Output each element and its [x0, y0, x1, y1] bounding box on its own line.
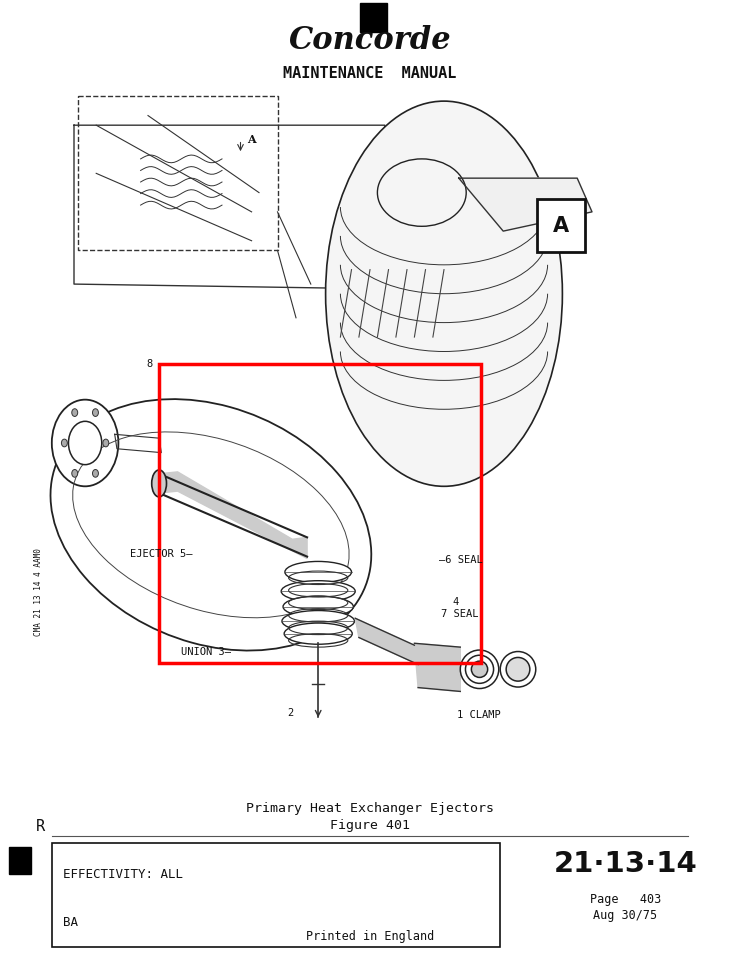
- Ellipse shape: [61, 439, 67, 447]
- Ellipse shape: [69, 421, 102, 465]
- Polygon shape: [115, 434, 161, 453]
- Polygon shape: [414, 643, 460, 691]
- Ellipse shape: [92, 408, 98, 416]
- Bar: [9, 847, 31, 874]
- Bar: [52, 843, 500, 947]
- Text: EFFECTIVITY: ALL: EFFECTIVITY: ALL: [63, 868, 183, 881]
- Polygon shape: [459, 178, 592, 231]
- Bar: [360, 3, 387, 32]
- Ellipse shape: [326, 101, 562, 486]
- Text: UNION 3—: UNION 3—: [181, 647, 232, 657]
- Text: Concorde: Concorde: [289, 25, 451, 56]
- Ellipse shape: [285, 561, 352, 583]
- Ellipse shape: [283, 596, 354, 617]
- Text: Printed in England: Printed in England: [306, 929, 434, 943]
- Text: BA: BA: [63, 916, 78, 929]
- Ellipse shape: [52, 400, 118, 486]
- Ellipse shape: [377, 159, 466, 226]
- Text: 4: 4: [453, 597, 459, 607]
- Text: 7 SEAL: 7 SEAL: [441, 610, 479, 619]
- Ellipse shape: [465, 655, 494, 684]
- Text: —6 SEAL: —6 SEAL: [439, 556, 482, 565]
- Ellipse shape: [103, 439, 109, 447]
- Ellipse shape: [500, 652, 536, 687]
- Text: MAINTENANCE  MANUAL: MAINTENANCE MANUAL: [283, 65, 457, 81]
- Text: Aug 30/75: Aug 30/75: [593, 909, 657, 923]
- Text: Figure 401: Figure 401: [330, 819, 410, 832]
- Ellipse shape: [460, 650, 499, 689]
- Text: Page   403: Page 403: [590, 893, 661, 906]
- Ellipse shape: [506, 658, 530, 681]
- Text: 1 CLAMP: 1 CLAMP: [457, 710, 500, 719]
- Ellipse shape: [282, 611, 354, 632]
- Bar: [536, 199, 585, 252]
- Ellipse shape: [284, 623, 352, 644]
- Text: 2: 2: [288, 708, 294, 717]
- Text: 8: 8: [147, 359, 152, 369]
- Polygon shape: [159, 472, 307, 559]
- Text: Primary Heat Exchanger Ejectors: Primary Heat Exchanger Ejectors: [246, 802, 494, 816]
- Bar: [159, 364, 481, 663]
- Ellipse shape: [281, 581, 355, 602]
- Text: R: R: [36, 819, 45, 834]
- Polygon shape: [355, 618, 418, 664]
- Ellipse shape: [72, 470, 78, 478]
- Text: CMA 21 13 14 4 AAM0: CMA 21 13 14 4 AAM0: [34, 548, 43, 637]
- Ellipse shape: [471, 662, 488, 677]
- Ellipse shape: [72, 408, 78, 416]
- Ellipse shape: [92, 470, 98, 478]
- Ellipse shape: [50, 399, 371, 651]
- Text: 21·13·14: 21·13·14: [554, 849, 697, 878]
- Polygon shape: [74, 125, 385, 289]
- Text: EJECTOR 5—: EJECTOR 5—: [130, 549, 192, 559]
- Text: A: A: [553, 216, 568, 236]
- Text: A: A: [247, 134, 256, 145]
- Ellipse shape: [152, 470, 166, 497]
